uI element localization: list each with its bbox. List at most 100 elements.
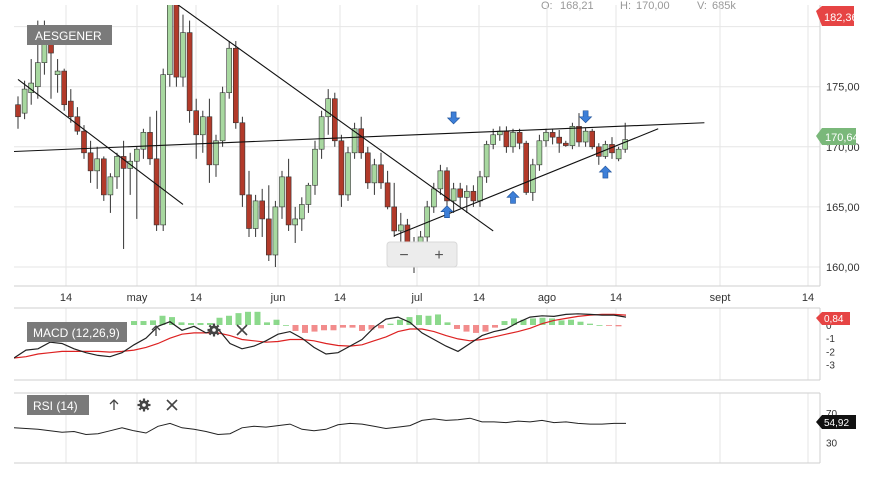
macd-histogram-bar [330, 325, 337, 331]
candle-down [239, 122, 246, 196]
macd-signal-line [14, 313, 627, 359]
macd-histogram-bar [359, 325, 365, 331]
candle-down [153, 158, 160, 226]
candle-up [160, 74, 166, 226]
candle-up [463, 190, 470, 198]
macd-histogram-bar [539, 317, 546, 325]
date-tick-label: jul [410, 292, 422, 304]
candle-up [622, 139, 629, 150]
candle-up [298, 204, 305, 220]
macd-histogram-bar [340, 325, 346, 328]
macd-histogram-bar [245, 311, 251, 325]
candle-down [470, 190, 477, 202]
price-tick-label: 175,00 [826, 82, 860, 94]
macd-histogram-bar [606, 325, 612, 326]
marker-shape [578, 110, 593, 124]
macd-histogram-bar [473, 325, 479, 333]
macd-histogram-bar [207, 323, 213, 325]
candle-up [21, 88, 28, 114]
rsi-tick-label: 30 [826, 439, 838, 450]
rsi-axis: 70 30 [826, 409, 838, 450]
candle-down [120, 156, 127, 169]
candle-up [397, 224, 404, 232]
date-tick-label: 14 [60, 292, 72, 304]
trendline [17, 79, 184, 205]
candle-down [378, 164, 384, 184]
candle-down [576, 126, 582, 143]
macd-close-icon[interactable] [236, 324, 248, 336]
macd-histogram-bar [264, 322, 270, 325]
macd-histogram-bar [235, 313, 242, 325]
marker-shape [506, 190, 520, 204]
candle-up [510, 132, 516, 148]
candle-down [549, 132, 556, 138]
volume-label: V: [697, 0, 707, 12]
candle-up [226, 47, 232, 94]
macd-tick-label: 0 [826, 321, 832, 332]
candle-up [450, 188, 457, 202]
price-tick-label: 165,00 [826, 202, 860, 214]
macd-gear-icon[interactable] [207, 323, 221, 337]
zoom-out-button[interactable]: − [399, 247, 408, 264]
candle-down [15, 104, 21, 118]
candle-up [305, 184, 312, 205]
candle-up [94, 158, 100, 172]
macd-histogram-bar [178, 322, 185, 325]
rsi-gear-icon[interactable] [137, 398, 151, 412]
macd-axis: 0 -1 -2 -3 [826, 321, 835, 372]
candle-down [285, 176, 292, 226]
ohlc-readout: O: 168,21 H: 170,00 V: 685k [541, 0, 736, 12]
macd-histogram-bar [463, 325, 470, 332]
macd-histogram-bar [416, 315, 422, 325]
rsi-line [14, 417, 626, 436]
macd-histogram-bar [321, 325, 327, 331]
macd-histogram-bar [387, 323, 394, 325]
marker-shape [446, 111, 461, 125]
macd-histogram-bar [492, 325, 498, 328]
macd-histogram [131, 311, 622, 333]
volume-value: 685k [712, 0, 736, 12]
macd-histogram-bar [397, 319, 403, 325]
macd-histogram-bar [549, 318, 555, 325]
macd-histogram-bar [169, 317, 175, 325]
candle-down [457, 188, 464, 198]
candle-up [430, 188, 437, 208]
candle-up [371, 164, 378, 184]
date-tick-label: 14 [610, 292, 622, 304]
candle-up [114, 156, 120, 178]
rsi-close-icon[interactable] [166, 399, 178, 411]
macd-histogram-bar [596, 325, 603, 326]
date-tick-label: may [127, 292, 148, 304]
arrow-up-marker-icon [598, 165, 613, 179]
date-tick-label: ago [538, 292, 556, 304]
candle-down [331, 98, 338, 142]
macd-histogram-bar [302, 325, 308, 333]
rsi-controls [109, 398, 178, 412]
high-price-value: 182,36 [824, 12, 858, 24]
macd-histogram-bar [425, 315, 432, 325]
candle-up [536, 140, 543, 166]
candle-up [279, 176, 285, 208]
macd-histogram-bar [254, 311, 261, 325]
zoom-in-button[interactable]: + [434, 247, 443, 264]
trendlines [14, 5, 705, 237]
candle-up [41, 44, 48, 63]
rsi-tick-label: 70 [826, 409, 838, 420]
rsi-title: RSI (14) [33, 399, 78, 413]
trendline [14, 122, 705, 153]
candle-down [523, 142, 530, 193]
macd-histogram-bar [530, 318, 536, 325]
macd-arrow-up-icon[interactable] [151, 325, 161, 336]
candle-down [364, 152, 371, 184]
gear-hole [142, 403, 146, 407]
macd-histogram-bar [349, 325, 356, 328]
rsi-arrow-up-icon[interactable] [109, 399, 119, 410]
macd-histogram-bar [311, 325, 318, 332]
candle-down [391, 206, 398, 232]
date-tick-label: sept [710, 292, 731, 304]
candle-up [54, 70, 61, 75]
candle-up [34, 62, 41, 88]
macd-tick-label: -3 [826, 361, 835, 372]
date-tick-label: 14 [802, 292, 814, 304]
